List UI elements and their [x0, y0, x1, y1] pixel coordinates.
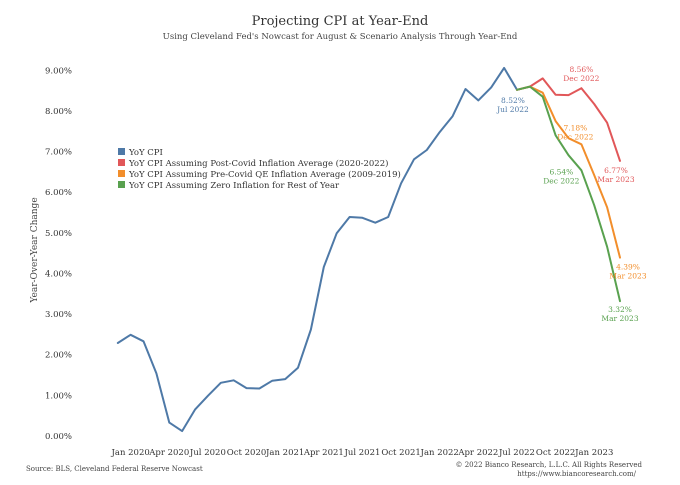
- x-tick-label: Apr 2020: [148, 448, 189, 458]
- y-tick-label: 8.00%: [45, 107, 72, 117]
- y-axis-ticks: 0.00% 1.00% 2.00% 3.00% 4.00% 5.00% 6.00% 7.00%…: [45, 66, 72, 442]
- legend-entry: YoY CPI Assuming Post-Covid Inflation Av…: [128, 158, 388, 169]
- annotation-date: Dec 2022: [543, 176, 579, 185]
- legend-entry: YoY CPI Assuming Zero Inflation for Rest…: [128, 181, 340, 191]
- annotation-value: 6.77%: [604, 166, 628, 175]
- x-tick-label: Apr 2021: [303, 448, 344, 458]
- x-tick-label: Jul 2022: [498, 448, 535, 458]
- legend-entry: YoY CPI: [128, 148, 163, 158]
- website-link[interactable]: https://www.biancoresearch.com/: [517, 470, 636, 478]
- annotation-date: Jul 2022: [496, 105, 529, 114]
- x-tick-label: Oct 2022: [536, 448, 575, 458]
- chart-title: Projecting CPI at Year-End: [252, 14, 429, 29]
- x-tick-label: Oct 2020: [227, 448, 266, 458]
- legend-swatch: [118, 148, 125, 155]
- series-lines: [116, 66, 621, 433]
- series-line-3: [516, 85, 621, 303]
- annotation-date: Mar 2023: [601, 314, 638, 323]
- legend-swatch: [118, 170, 125, 177]
- annotation-date: Dec 2022: [557, 132, 593, 141]
- annotation-date: Dec 2022: [563, 74, 599, 83]
- annotation-value: 6.54%: [549, 167, 573, 176]
- series-line-0: [116, 66, 518, 433]
- y-tick-label: 0.00%: [45, 432, 72, 442]
- y-tick-label: 2.00%: [45, 351, 72, 361]
- x-tick-label: Jul 2021: [343, 448, 380, 458]
- y-tick-label: 4.00%: [45, 269, 72, 279]
- series-line-2: [516, 85, 621, 259]
- legend-swatch: [118, 159, 125, 166]
- annotation-value: 7.18%: [563, 123, 587, 132]
- x-tick-label: Jan 2020: [110, 448, 149, 458]
- y-tick-label: 3.00%: [45, 310, 72, 320]
- x-tick-label: Apr 2022: [457, 448, 498, 458]
- legend-entry: YoY CPI Assuming Pre-Covid QE Inflation …: [128, 169, 401, 180]
- y-tick-label: 9.00%: [45, 66, 72, 76]
- chart-subtitle: Using Cleveland Fed's Nowcast for August…: [163, 32, 518, 42]
- y-tick-label: 7.00%: [45, 148, 72, 158]
- legend-swatch: [118, 181, 125, 188]
- x-tick-label: Jan 2022: [420, 448, 459, 458]
- x-axis-ticks: Jan 2020 Apr 2020 Jul 2020 Oct 2020 Jan 2021…: [110, 448, 613, 458]
- annotation-date: Mar 2023: [597, 175, 634, 184]
- series-line-1: [516, 77, 621, 162]
- y-tick-label: 5.00%: [45, 229, 72, 239]
- x-tick-label: Jan 2021: [265, 448, 304, 458]
- y-tick-label: 6.00%: [45, 188, 72, 198]
- x-tick-label: Jan 2023: [574, 448, 613, 458]
- y-axis-label: Year-Over-Year Change: [30, 197, 40, 303]
- y-tick-label: 1.00%: [45, 391, 72, 401]
- copyright-note: © 2022 Bianco Research, L.L.C. All Right…: [456, 461, 643, 469]
- annotation-value: 3.32%: [608, 305, 632, 314]
- x-tick-label: Oct 2021: [381, 448, 420, 458]
- annotation-value: 4.39%: [616, 263, 640, 272]
- annotation-value: 8.52%: [501, 96, 525, 105]
- annotation-value: 8.56%: [569, 65, 593, 74]
- annotation-date: Mar 2023: [609, 272, 646, 281]
- x-tick-label: Jul 2020: [189, 448, 226, 458]
- source-note: Source: BLS, Cleveland Federal Reserve N…: [26, 465, 203, 473]
